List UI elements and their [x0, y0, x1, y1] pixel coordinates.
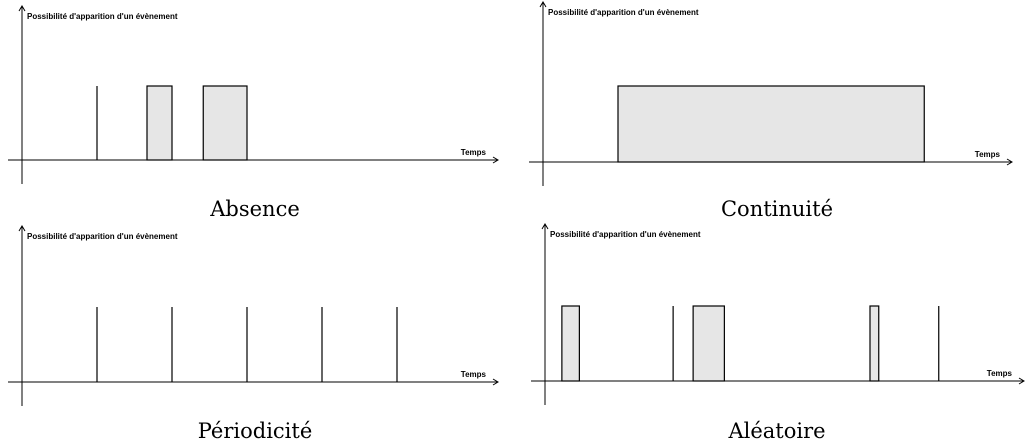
x-axis-label: Temps — [461, 148, 487, 157]
event-interval — [617, 85, 925, 163]
panel-caption: Aléatoire — [727, 419, 825, 443]
panel-caption: Absence — [209, 197, 300, 221]
x-axis-arrow — [1006, 158, 1013, 166]
event-interval — [869, 305, 880, 382]
panel-continuite: Possibilité d'apparition d'un évènement T… — [529, 1, 1013, 221]
event-interval — [202, 85, 248, 161]
y-axis-arrow — [541, 223, 549, 230]
y-axis-label: Possibilité d'apparition d'un évènement — [27, 232, 178, 241]
x-axis-label: Temps — [975, 150, 1001, 159]
panel-aleatoire: Possibilité d'apparition d'un évènement T… — [531, 223, 1025, 443]
panel-caption: Périodicité — [198, 419, 313, 443]
y-axis-label: Possibilité d'apparition d'un évènement — [548, 8, 699, 17]
panel-caption: Continuité — [721, 197, 833, 221]
event-interval — [146, 85, 173, 161]
y-axis-arrow — [18, 5, 26, 12]
panel-absence: Possibilité d'apparition d'un évènement T… — [8, 5, 499, 221]
x-axis-arrow — [1018, 377, 1025, 385]
x-axis-arrow — [492, 378, 499, 386]
event-interval — [561, 305, 580, 382]
x-axis-arrow — [492, 156, 499, 164]
y-axis-arrow — [539, 1, 547, 8]
x-axis-label: Temps — [987, 369, 1013, 378]
panel-periodicite: Possibilité d'apparition d'un évènement T… — [8, 225, 499, 443]
y-axis-label: Possibilité d'apparition d'un évènement — [27, 12, 178, 21]
event-interval — [692, 305, 725, 382]
y-axis-label: Possibilité d'apparition d'un évènement — [550, 230, 701, 239]
x-axis-label: Temps — [461, 370, 487, 379]
y-axis-arrow — [18, 225, 26, 232]
